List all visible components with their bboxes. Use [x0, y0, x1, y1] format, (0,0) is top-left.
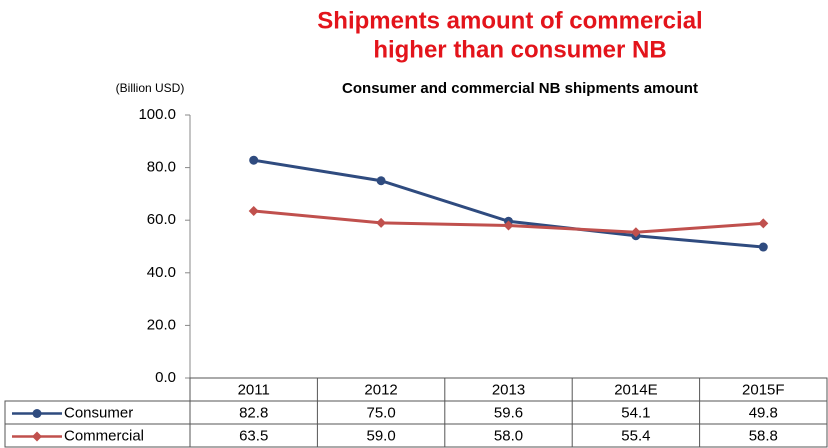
y-tick-label: 80.0	[147, 159, 176, 176]
table-value: 82.8	[239, 404, 268, 421]
point	[248, 205, 259, 216]
point	[376, 217, 387, 228]
table-value: 59.0	[366, 427, 395, 444]
y-tick-label: 40.0	[147, 264, 176, 281]
y-tick-label: 100.0	[138, 106, 176, 123]
x-tick-label: 2011	[238, 381, 270, 398]
y-tick-label: 0.0	[155, 369, 176, 386]
y-axis-label: (Billion USD)	[116, 81, 185, 95]
chart-title: Shipments amount of commercial	[317, 7, 702, 34]
point	[758, 242, 768, 252]
table-value: 49.8	[749, 404, 778, 421]
x-tick-label: 2012	[364, 381, 397, 398]
point	[249, 155, 259, 165]
table-value: 75.0	[366, 404, 395, 421]
chart-title: higher than consumer NB	[373, 36, 666, 63]
series-line	[253, 158, 764, 249]
table-value: 55.4	[621, 427, 650, 444]
x-tick-label: 2014E	[614, 381, 657, 398]
table-value: 58.0	[494, 427, 523, 444]
x-tick-label: 2015F	[742, 381, 785, 398]
y-tick-label: 60.0	[147, 211, 176, 228]
legend-label: Consumer	[64, 404, 133, 421]
table-value: 59.6	[494, 404, 523, 421]
legend-marker	[32, 409, 42, 418]
point	[630, 227, 641, 238]
point	[758, 218, 769, 229]
chart-subtitle: Consumer and commercial NB shipments amo…	[342, 80, 698, 97]
point	[376, 176, 386, 186]
table-value: 58.8	[749, 427, 778, 444]
table-value: 63.5	[239, 427, 268, 444]
y-tick-label: 20.0	[147, 316, 176, 333]
legend-marker	[32, 431, 42, 442]
x-tick-label: 2013	[492, 381, 525, 398]
legend-label: Commercial	[64, 427, 144, 444]
point	[503, 220, 514, 231]
table-value: 54.1	[621, 404, 650, 421]
